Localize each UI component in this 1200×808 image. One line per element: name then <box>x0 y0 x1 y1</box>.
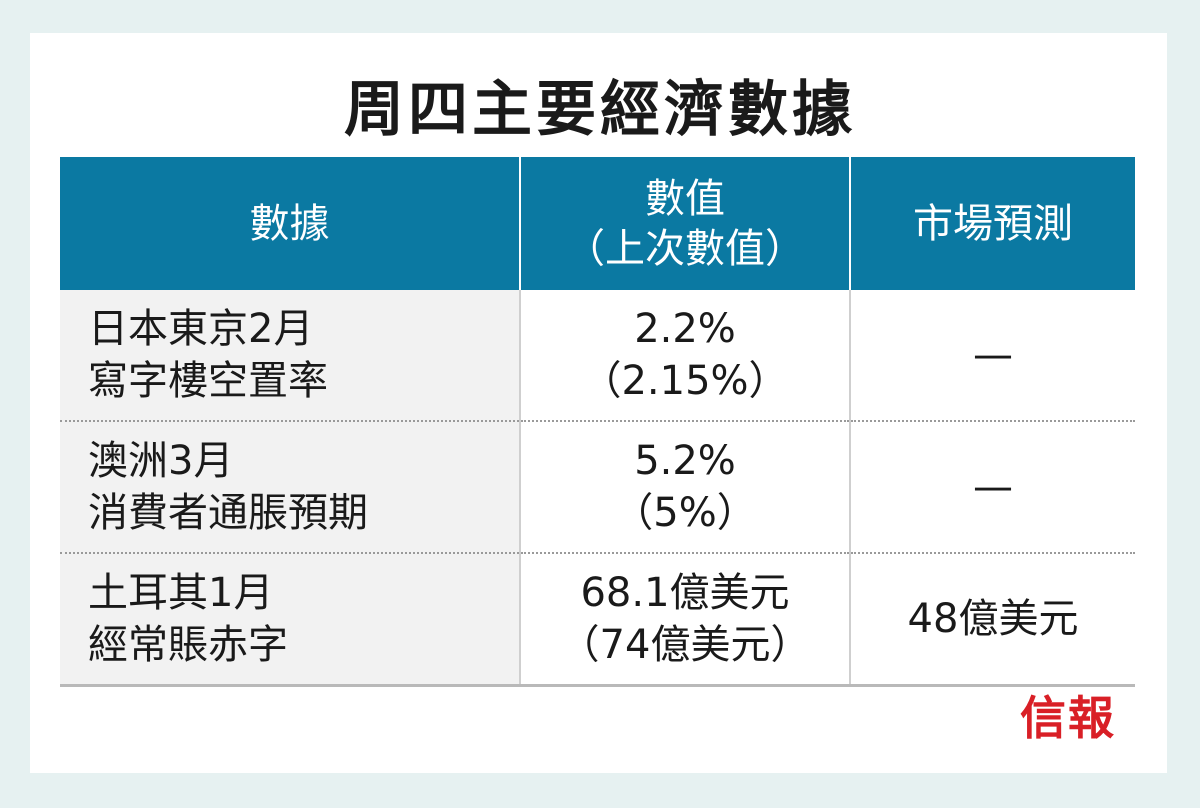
table-row: 土耳其1月 經常賬赤字 68.1億美元 （74億美元） 48億美元 <box>60 552 1135 687</box>
publisher-logo: 信報 <box>1020 691 1116 745</box>
previous-value: （2.15%） <box>581 358 789 404</box>
previous-value: （74億美元） <box>559 622 811 668</box>
category-line-1: 日本東京2月 <box>88 306 314 352</box>
header-previous-label: （上次數值） <box>565 225 805 272</box>
row-value: 5.2% （5%） <box>519 420 850 553</box>
economic-data-table: 數據 數值 （上次數值） 市場預測 日本東京2月 寫字樓空置率 2.2% （2.… <box>60 157 1135 687</box>
category-line-2: 經常賬赤字 <box>88 622 288 668</box>
page-title: 周四主要經濟數據 <box>344 75 856 145</box>
header-data: 數據 <box>60 157 520 290</box>
row-value: 68.1億美元 （74億美元） <box>519 552 850 687</box>
row-forecast: — <box>849 420 1135 553</box>
row-forecast: — <box>849 290 1135 421</box>
header-forecast: 市場預測 <box>849 157 1135 290</box>
category-line-1: 澳洲3月 <box>88 438 234 484</box>
current-value: 68.1億美元 <box>580 570 790 616</box>
category-line-1: 土耳其1月 <box>88 570 274 616</box>
header-value: 數值 （上次數值） <box>519 157 850 290</box>
row-category: 土耳其1月 經常賬赤字 <box>60 552 520 687</box>
table-header-row: 數據 數值 （上次數值） 市場預測 <box>60 157 1135 290</box>
header-value-label: 數值 <box>645 175 725 222</box>
category-line-2: 消費者通脹預期 <box>88 490 368 536</box>
row-value: 2.2% （2.15%） <box>519 290 850 421</box>
row-forecast: 48億美元 <box>849 552 1135 687</box>
row-category: 澳洲3月 消費者通脹預期 <box>60 420 520 553</box>
current-value: 5.2% <box>634 438 736 484</box>
table-row: 日本東京2月 寫字樓空置率 2.2% （2.15%） — <box>60 290 1135 421</box>
category-line-2: 寫字樓空置率 <box>88 358 328 404</box>
current-value: 2.2% <box>634 306 736 352</box>
row-category: 日本東京2月 寫字樓空置率 <box>60 290 520 421</box>
table-row: 澳洲3月 消費者通脹預期 5.2% （5%） — <box>60 420 1135 553</box>
previous-value: （5%） <box>613 490 757 536</box>
